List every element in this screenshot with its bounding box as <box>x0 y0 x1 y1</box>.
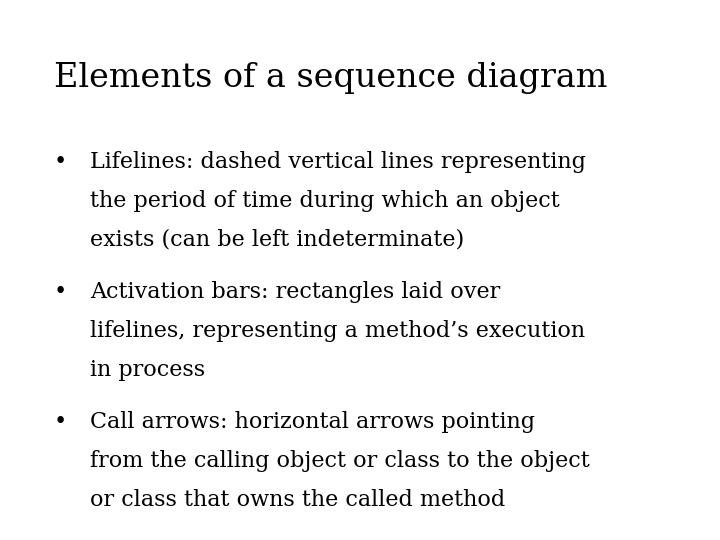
Text: Elements of a sequence diagram: Elements of a sequence diagram <box>54 62 608 94</box>
Text: •: • <box>54 281 67 303</box>
Text: from the calling object or class to the object: from the calling object or class to the … <box>90 450 590 472</box>
Text: Activation bars: rectangles laid over: Activation bars: rectangles laid over <box>90 281 500 303</box>
Text: the period of time during which an object: the period of time during which an objec… <box>90 190 559 212</box>
Text: Call arrows: horizontal arrows pointing: Call arrows: horizontal arrows pointing <box>90 411 535 434</box>
Text: or class that owns the called method: or class that owns the called method <box>90 489 505 511</box>
Text: in process: in process <box>90 359 205 381</box>
Text: lifelines, representing a method’s execution: lifelines, representing a method’s execu… <box>90 320 585 342</box>
Text: •: • <box>54 411 67 434</box>
Text: Lifelines: dashed vertical lines representing: Lifelines: dashed vertical lines represe… <box>90 151 586 173</box>
Text: exists (can be left indeterminate): exists (can be left indeterminate) <box>90 229 464 251</box>
Text: •: • <box>54 151 67 173</box>
